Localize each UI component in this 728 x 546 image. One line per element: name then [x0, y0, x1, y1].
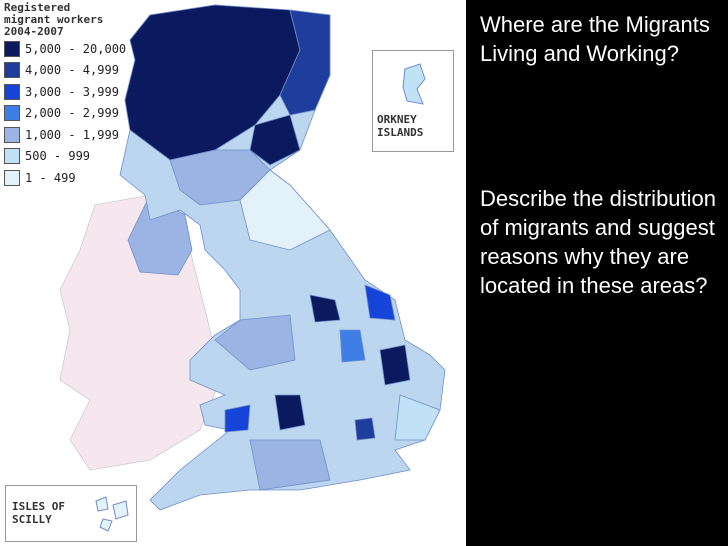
- orkney-shape: [402, 63, 426, 105]
- label-line: SCILLY: [12, 513, 52, 526]
- legend-swatch: [4, 105, 20, 122]
- task: Describe the distribution of migrants an…: [480, 186, 717, 298]
- legend: Registered migrant workers 2004-2007 5,000 …: [4, 2, 126, 189]
- question: Where are the Migrants Living and Workin…: [480, 12, 710, 66]
- region: [279, 9, 331, 116]
- legend-entry: 4,000 - 4,999: [4, 60, 126, 82]
- legend-swatch: [4, 169, 20, 186]
- region: [364, 284, 396, 321]
- text-panel: Where are the Migrants Living and Workin…: [466, 0, 728, 546]
- legend-title: migrant workers: [4, 13, 104, 26]
- legend-label: 2,000 - 2,999: [25, 106, 119, 121]
- legend-swatch: [4, 148, 20, 165]
- map: [59, 4, 446, 511]
- legend-title: Registered: [4, 1, 71, 14]
- scilly-label: ISLES OF SCILLY: [12, 500, 65, 526]
- legend-swatch: [4, 62, 20, 79]
- region: [309, 294, 341, 323]
- region: [339, 329, 366, 363]
- legend-entry: 5,000 - 20,000: [4, 38, 126, 60]
- legend-entry: 2,000 - 2,999: [4, 103, 126, 125]
- legend-label: 1 - 499: [25, 170, 76, 185]
- legend-label: 500 - 999: [25, 149, 91, 164]
- region: [239, 169, 331, 251]
- label-line: ORKNEY: [377, 113, 417, 126]
- region: [249, 439, 331, 491]
- scilly-shape: [95, 496, 129, 532]
- region: [274, 394, 306, 431]
- legend-swatch: [4, 40, 20, 57]
- legend-label: 1,000 - 1,999: [25, 127, 119, 142]
- legend-entry: 1 - 499: [4, 167, 126, 189]
- legend-label: 4,000 - 4,999: [25, 63, 119, 78]
- legend-swatch: [4, 83, 20, 100]
- region: [249, 114, 301, 166]
- orkney-inset: ORKNEY ISLANDS: [372, 50, 454, 152]
- legend-entry: 1,000 - 1,999: [4, 124, 126, 146]
- region: [224, 404, 251, 433]
- orkney-label: ORKNEY ISLANDS: [377, 113, 423, 139]
- region: [394, 394, 441, 441]
- region: [379, 344, 411, 386]
- legend-swatch: [4, 126, 20, 143]
- region: [214, 314, 296, 371]
- legend-entry: 500 - 999: [4, 146, 126, 168]
- label-line: ISLANDS: [377, 126, 424, 139]
- legend-title: 2004-2007: [4, 25, 64, 38]
- scilly-inset: ISLES OF SCILLY: [5, 485, 137, 542]
- northern-ireland: [127, 194, 193, 276]
- legend-label: 5,000 - 20,000: [25, 41, 127, 56]
- legend-entry: 3,000 - 3,999: [4, 81, 126, 103]
- label-line: ISLES OF: [12, 500, 65, 513]
- legend-label: 3,000 - 3,999: [25, 84, 119, 99]
- region: [354, 417, 376, 441]
